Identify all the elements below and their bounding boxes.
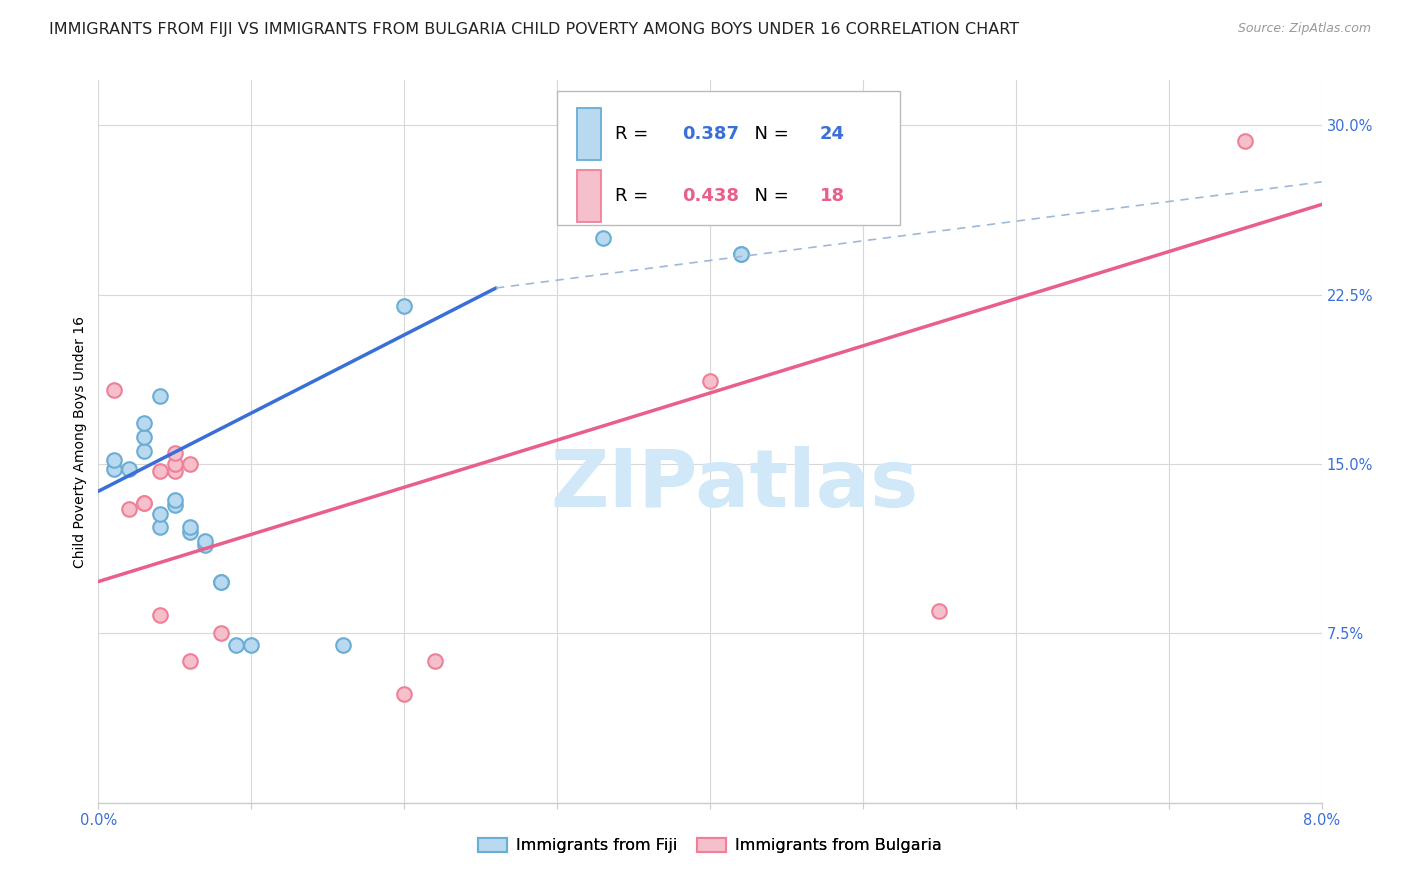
Text: ZIPatlas: ZIPatlas	[550, 446, 918, 524]
Point	[149, 464, 172, 478]
Text: N =: N =	[742, 126, 794, 144]
Point	[134, 495, 156, 509]
Legend: Immigrants from Fiji, Immigrants from Bulgaria: Immigrants from Fiji, Immigrants from Bu…	[471, 831, 949, 860]
Point	[103, 383, 125, 397]
Point	[149, 608, 172, 623]
Point	[179, 457, 201, 471]
Point	[592, 231, 614, 245]
Point	[194, 538, 217, 552]
Text: 24: 24	[820, 126, 845, 144]
Point	[134, 417, 156, 431]
Point	[194, 533, 217, 548]
Y-axis label: Child Poverty Among Boys Under 16: Child Poverty Among Boys Under 16	[73, 316, 87, 567]
Point	[392, 299, 416, 313]
Text: R =: R =	[614, 187, 654, 205]
FancyBboxPatch shape	[557, 91, 900, 225]
FancyBboxPatch shape	[576, 109, 602, 161]
Point	[332, 638, 354, 652]
Point	[163, 464, 186, 478]
FancyBboxPatch shape	[576, 169, 602, 222]
Point	[118, 461, 141, 475]
Point	[163, 498, 186, 512]
Point	[592, 179, 614, 194]
Text: R =: R =	[614, 126, 654, 144]
Point	[149, 520, 172, 534]
Point	[730, 247, 752, 261]
Point	[209, 626, 232, 640]
Point	[179, 520, 201, 534]
Point	[240, 638, 263, 652]
Point	[928, 604, 950, 618]
Point	[149, 389, 172, 403]
Point	[423, 654, 446, 668]
Point	[163, 446, 186, 460]
Text: 0.387: 0.387	[682, 126, 740, 144]
Point	[209, 574, 232, 589]
Point	[103, 461, 125, 475]
Point	[163, 457, 186, 471]
Point	[1234, 134, 1257, 148]
Point	[209, 574, 232, 589]
Point	[134, 430, 156, 444]
Text: 0.438: 0.438	[682, 187, 740, 205]
Point	[392, 687, 416, 701]
Point	[134, 495, 156, 509]
Point	[134, 443, 156, 458]
Text: Source: ZipAtlas.com: Source: ZipAtlas.com	[1237, 22, 1371, 36]
Point	[179, 654, 201, 668]
Point	[179, 524, 201, 539]
Text: N =: N =	[742, 187, 794, 205]
Text: 18: 18	[820, 187, 845, 205]
Text: IMMIGRANTS FROM FIJI VS IMMIGRANTS FROM BULGARIA CHILD POVERTY AMONG BOYS UNDER : IMMIGRANTS FROM FIJI VS IMMIGRANTS FROM …	[49, 22, 1019, 37]
Point	[118, 502, 141, 516]
Point	[103, 452, 125, 467]
Point	[149, 507, 172, 521]
Point	[730, 247, 752, 261]
Point	[163, 493, 186, 508]
Point	[225, 638, 247, 652]
Point	[699, 374, 721, 388]
